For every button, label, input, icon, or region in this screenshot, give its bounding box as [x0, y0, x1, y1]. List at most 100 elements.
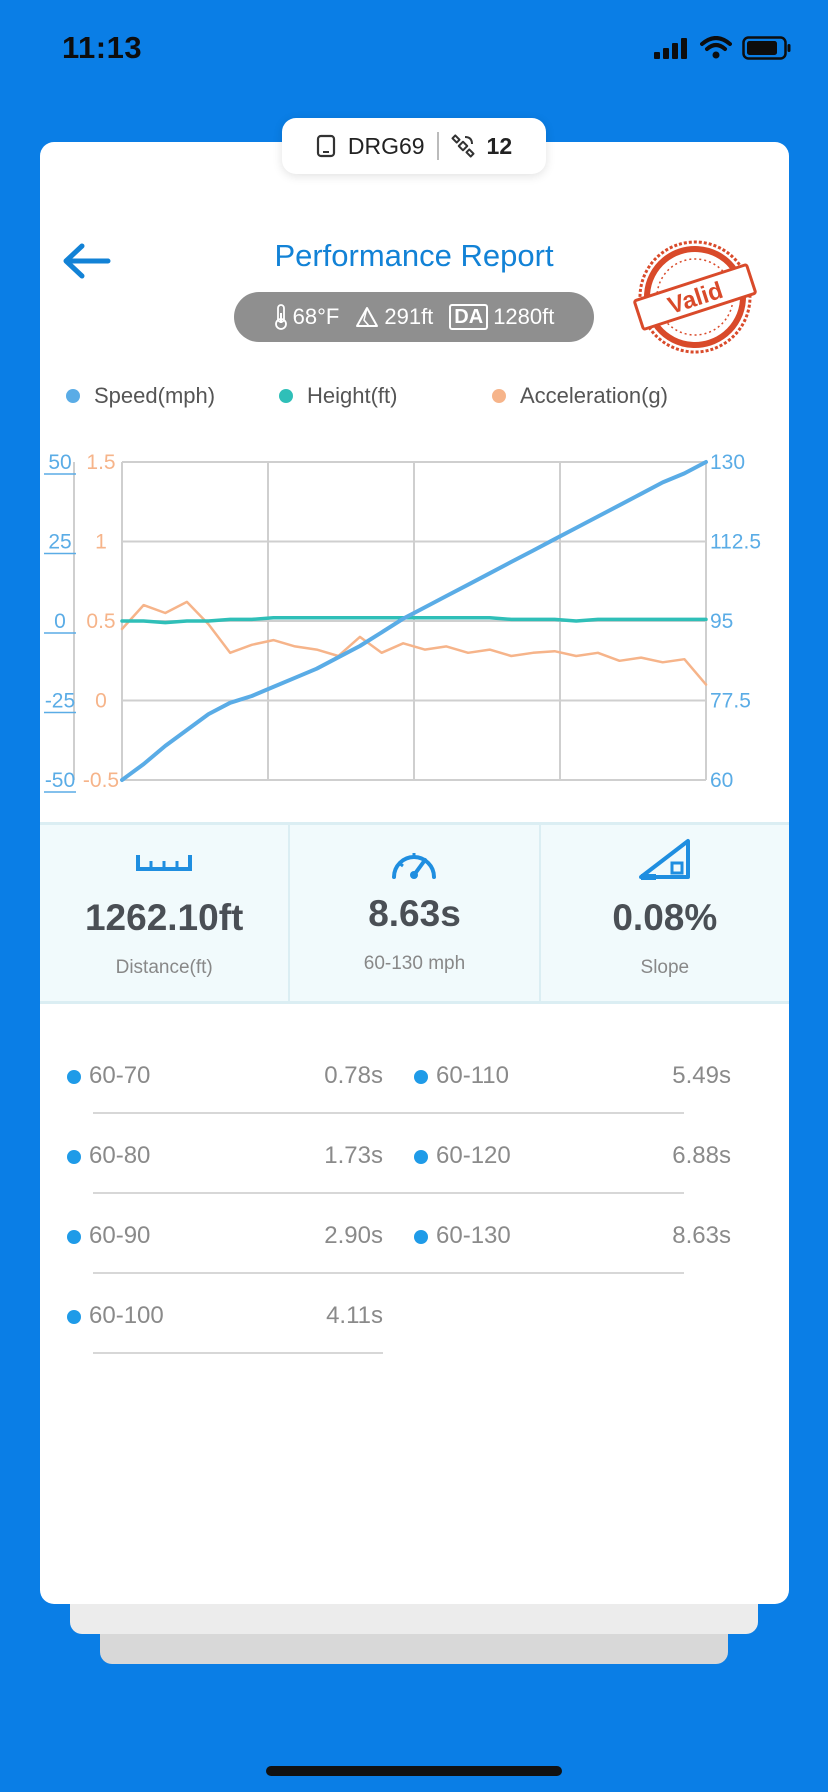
legend-height-dot	[279, 389, 293, 403]
split-dot	[414, 1070, 428, 1084]
split-dot	[67, 1310, 81, 1324]
split-divider	[93, 1272, 383, 1274]
slope-value: 0.08%	[612, 897, 718, 938]
legend-height[interactable]: Height(ft)	[279, 383, 397, 409]
split-range: 60-80	[89, 1142, 151, 1169]
distance-value: 1262.10ft	[84, 897, 244, 938]
temperature-value: 68°F	[292, 304, 340, 329]
chart-legend: Speed(mph) Height(ft) Acceleration(g)	[0, 383, 828, 415]
acceleration-tick-label: 1.5	[86, 451, 115, 474]
speed-tick-label: 130	[710, 451, 745, 474]
time-value: 8.63s	[368, 893, 461, 934]
split-divider	[93, 1352, 383, 1354]
speed-series-line	[120, 460, 708, 782]
wifi-icon	[700, 36, 732, 59]
time-label: 60-130 mph	[363, 953, 466, 974]
device-name: DRG69	[347, 132, 425, 159]
split-row: 60-70 0.78s	[67, 1040, 383, 1120]
acceleration-tick-label: -0.5	[83, 769, 119, 792]
satellite-count: 12	[486, 132, 513, 159]
device-pill[interactable]: DRG69 12	[282, 118, 546, 174]
split-row: 60-80 1.73s	[67, 1120, 383, 1200]
split-time: 5.49s	[672, 1062, 731, 1089]
legend-acceleration[interactable]: Acceleration(g)	[492, 383, 668, 409]
stat-slope: 0.08% Slope	[538, 825, 789, 1001]
split-divider	[318, 1272, 684, 1274]
stat-distance: 1262.10ft Distance(ft)	[40, 825, 288, 1001]
thermometer-icon	[274, 304, 287, 330]
split-range: 60-110	[436, 1062, 509, 1089]
split-range: 60-120	[436, 1142, 511, 1169]
acceleration-tick-label: 0	[95, 690, 107, 713]
satellite-icon	[451, 134, 475, 158]
legend-acceleration-dot	[492, 389, 506, 403]
performance-chart: 50 25 0 -25 -50 1.5 1 0.5 0 -0.5 130 112.5 95 77.5 60	[44, 451, 761, 793]
conditions-pill: 68°F 291ft DA 1280ft	[234, 292, 594, 342]
split-dot	[414, 1230, 428, 1244]
split-time: 1.73s	[324, 1142, 383, 1169]
acceleration-tick-label: 1	[95, 531, 107, 554]
speedometer-icon	[392, 853, 437, 879]
valid-stamp: Valid	[633, 240, 757, 354]
battery-icon	[742, 36, 791, 60]
split-dot	[67, 1230, 81, 1244]
split-row: 60-130 8.63s	[318, 1200, 731, 1280]
split-divider	[318, 1192, 684, 1194]
split-row: 60-110 5.49s	[318, 1040, 731, 1120]
split-row: 60-100 4.11s	[67, 1280, 383, 1360]
split-divider	[318, 1112, 684, 1114]
legend-height-label: Height(ft)	[307, 383, 398, 408]
status-time: 11:13	[62, 30, 143, 65]
speed-tick-label: 95	[710, 610, 733, 633]
back-button[interactable]	[58, 236, 114, 286]
pill-divider	[436, 132, 439, 160]
legend-acceleration-label: Acceleration(g)	[520, 383, 668, 408]
mountain-icon	[356, 307, 379, 327]
height-tick-label: 50	[48, 451, 71, 474]
status-icons	[654, 36, 792, 60]
split-divider	[93, 1192, 383, 1194]
acceleration-tick-label: 0.5	[86, 610, 115, 633]
split-dot	[67, 1150, 81, 1164]
split-dot	[67, 1070, 81, 1084]
altitude-value: 291ft	[384, 304, 434, 329]
status-bar: 11:13	[0, 0, 828, 100]
split-time: 6.88s	[672, 1142, 731, 1169]
height-tick-label: -25	[45, 690, 75, 713]
slope-label: Slope	[640, 957, 690, 978]
da-badge: DA	[449, 304, 489, 330]
ruler-icon	[136, 855, 193, 871]
height-tick-label: -50	[45, 769, 75, 792]
split-row: 60-90 2.90s	[67, 1200, 383, 1280]
legend-speed[interactable]: Speed(mph)	[66, 383, 215, 409]
height-tick-label: 25	[48, 531, 71, 554]
density-altitude-reading: DA 1280ft	[449, 304, 554, 330]
speed-tick-label: 77.5	[710, 690, 751, 713]
split-time: 2.90s	[324, 1222, 383, 1249]
split-range: 60-130	[436, 1222, 511, 1249]
altitude-reading: 291ft	[355, 304, 433, 330]
split-range: 60-90	[89, 1222, 151, 1249]
home-indicator[interactable]	[266, 1766, 562, 1776]
split-dot	[414, 1150, 428, 1164]
stats-panel: 1262.10ft Distance(ft) 8.63s 60-130 mph …	[40, 822, 789, 1004]
legend-speed-label: Speed(mph)	[94, 383, 216, 408]
speed-tick-label: 112.5	[710, 531, 761, 554]
acceleration-series-line	[120, 600, 708, 686]
stat-time: 8.63s 60-130 mph	[288, 825, 538, 1001]
speed-tick-label: 60	[710, 769, 733, 792]
split-range: 60-70	[89, 1062, 151, 1089]
density-altitude-value: 1280ft	[493, 304, 555, 329]
distance-label: Distance(ft)	[115, 957, 213, 978]
height-tick-label: 0	[54, 610, 66, 633]
back-arrow-icon	[63, 243, 111, 279]
slope-icon	[638, 839, 690, 880]
split-time: 4.11s	[326, 1302, 383, 1329]
height-series-line	[120, 616, 708, 625]
device-icon	[316, 134, 335, 158]
split-range: 60-100	[89, 1302, 164, 1329]
split-time: 8.63s	[672, 1222, 731, 1249]
legend-speed-dot	[66, 389, 80, 403]
split-time: 0.78s	[324, 1062, 383, 1089]
temperature-reading: 68°F	[274, 304, 340, 330]
